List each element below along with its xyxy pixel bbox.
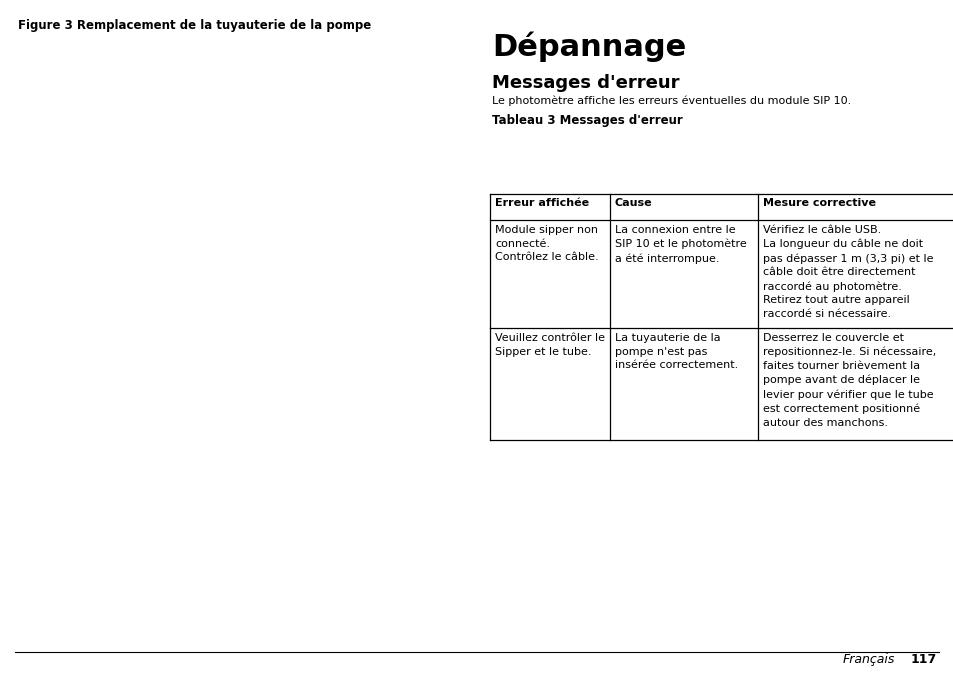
Text: La connexion entre le
SIP 10 et le photomètre
a été interrompue.: La connexion entre le SIP 10 et le photo… xyxy=(615,225,746,264)
Text: Dépannage: Dépannage xyxy=(492,32,685,63)
Text: Desserrez le couvercle et
repositionnez-le. Si nécessaire,
faites tourner briève: Desserrez le couvercle et repositionnez-… xyxy=(762,333,935,427)
Text: 117: 117 xyxy=(910,653,936,666)
Text: Messages d'erreur: Messages d'erreur xyxy=(492,74,679,92)
Text: Le photomètre affiche les erreurs éventuelles du module SIP 10.: Le photomètre affiche les erreurs éventu… xyxy=(492,96,850,106)
Text: Français: Français xyxy=(841,653,894,666)
Text: Mesure corrective: Mesure corrective xyxy=(762,198,875,208)
Text: Figure 3 Remplacement de la tuyauterie de la pompe: Figure 3 Remplacement de la tuyauterie d… xyxy=(18,19,371,32)
Text: Vérifiez le câble USB.
La longueur du câble ne doit
pas dépasser 1 m (3,3 pi) et: Vérifiez le câble USB. La longueur du câ… xyxy=(762,225,933,319)
Text: La tuyauterie de la
pompe n'est pas
insérée correctement.: La tuyauterie de la pompe n'est pas insé… xyxy=(615,333,738,370)
Text: Module sipper non
connecté.
Contrôlez le câble.: Module sipper non connecté. Contrôlez le… xyxy=(495,225,598,262)
Text: Cause: Cause xyxy=(615,198,652,208)
Text: Erreur affichée: Erreur affichée xyxy=(495,198,589,208)
Text: Veuillez contrôler le
Sipper et le tube.: Veuillez contrôler le Sipper et le tube. xyxy=(495,333,604,357)
Text: Tableau 3 Messages d'erreur: Tableau 3 Messages d'erreur xyxy=(492,114,682,127)
